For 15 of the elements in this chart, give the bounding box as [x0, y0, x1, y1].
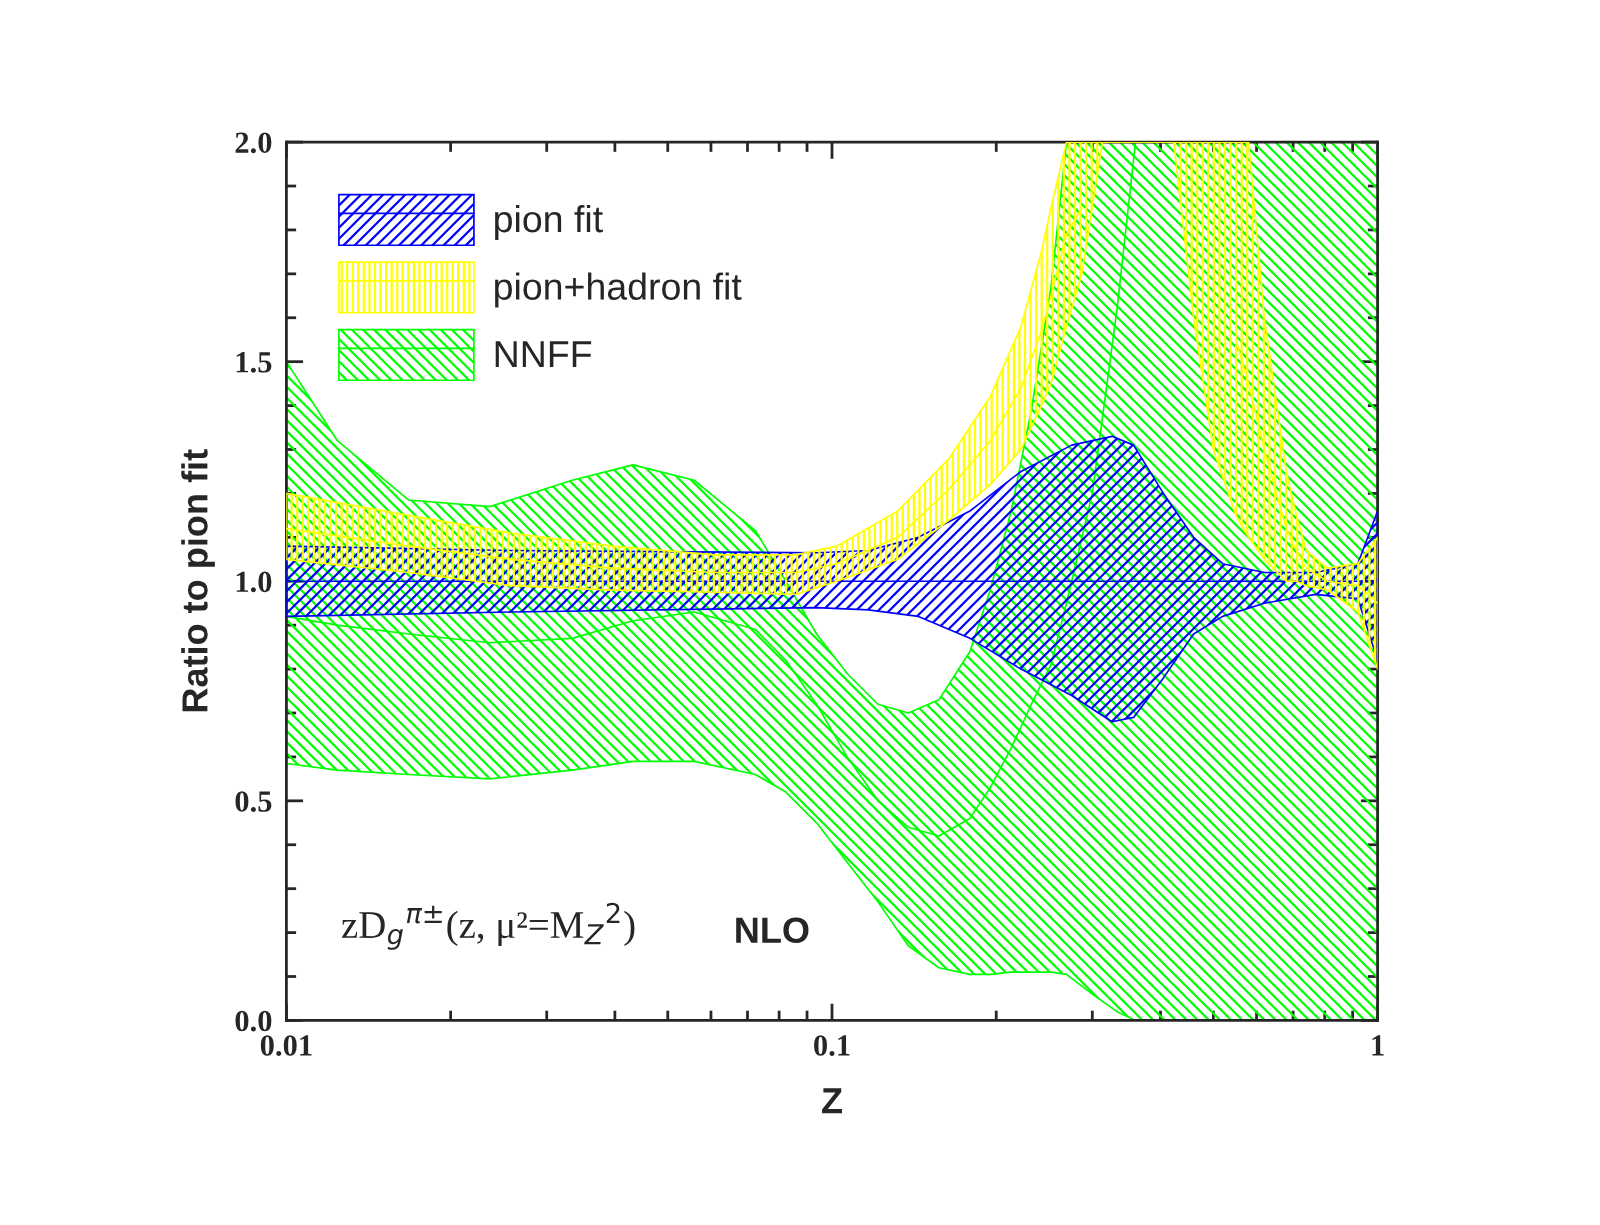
y-tick-label: 0.0 [235, 1010, 272, 1032]
legend-label: NNFF [495, 341, 592, 368]
y-tick-label: 2.0 [235, 132, 272, 154]
y-tick-label: 1.5 [236, 352, 272, 373]
legend-label: pion fit [495, 204, 603, 240]
annotation: NLO [736, 917, 809, 944]
x-axis-title: Z [822, 1088, 842, 1114]
x-tick-label: 1 [1372, 1035, 1384, 1056]
legend-label: pion+hadron fit [495, 272, 742, 308]
x-tick-label: 0.1 [814, 1035, 850, 1056]
y-axis-title: Ratio to pion fit [181, 449, 215, 712]
x-tick-label: 0.01 [260, 1035, 312, 1056]
y-tick-label: 1.0 [236, 571, 272, 593]
y-tick-label: 0.5 [235, 791, 272, 812]
annotation: zD$_{g}$$^{π±}$(z, μ²=M$_{Z}$$^{2}$) [342, 902, 635, 950]
